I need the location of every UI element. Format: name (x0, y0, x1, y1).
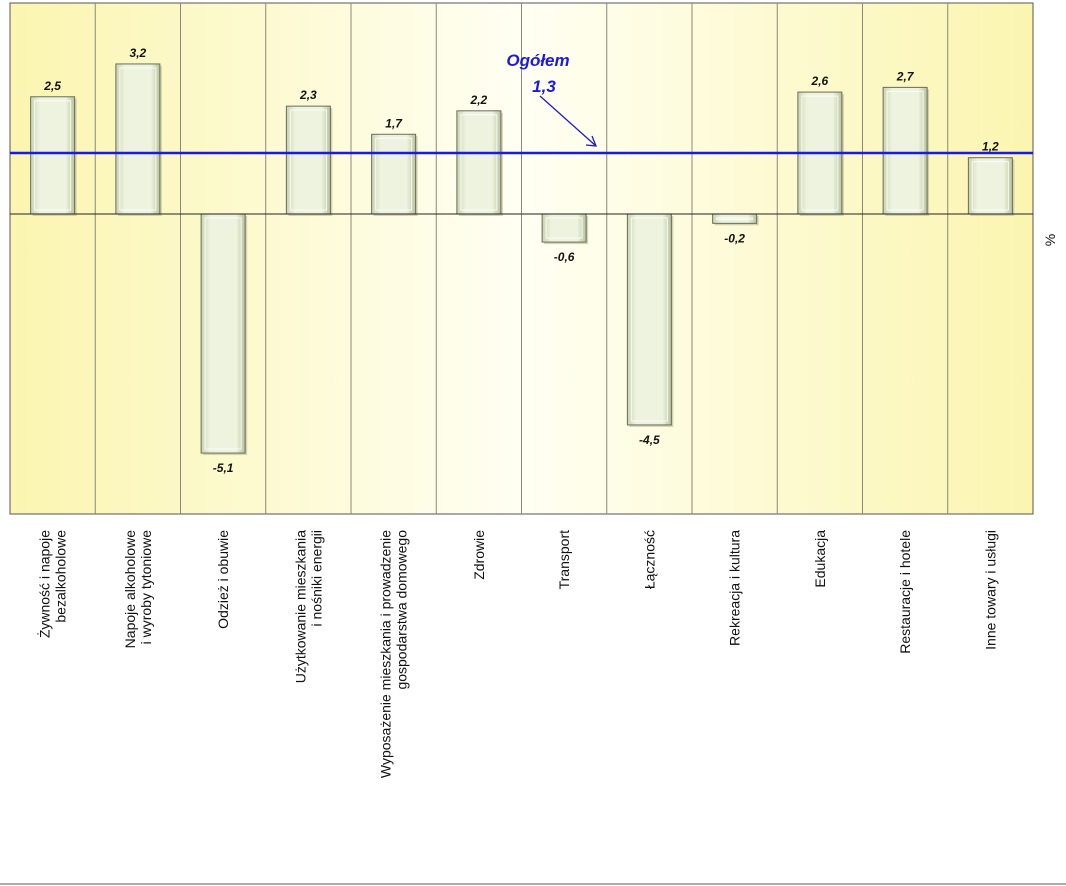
bar-bevel (971, 161, 1009, 211)
category-label: Transport (556, 530, 572, 590)
value-label: 3,2 (130, 46, 147, 60)
category-label: Wyposażenie mieszkania i prowadzeniegosp… (378, 530, 410, 778)
bar-bevel (375, 137, 413, 211)
bar (200, 213, 248, 456)
reference-value: 1,3 (532, 77, 556, 96)
category-label: Użytkowanie mieszkaniai nośniki energii (292, 530, 324, 683)
annotation-arrow (539, 95, 597, 147)
bar-body (541, 213, 587, 243)
bar-bevel (289, 109, 327, 211)
bar (115, 63, 162, 216)
bar-bevel (545, 217, 583, 239)
y-axis-label: % (1042, 234, 1058, 246)
value-label: 2,7 (896, 69, 915, 83)
bar (626, 213, 674, 427)
category-label: Inne towary i usługi (982, 530, 998, 650)
bar-bevel (716, 217, 754, 220)
category-label: Edukacja (812, 530, 828, 588)
value-label: -5,1 (213, 461, 234, 475)
bar-body (371, 133, 417, 215)
bar-body (285, 105, 331, 215)
value-label: 1,7 (385, 116, 403, 130)
category-label: Rekreacja i kultura (727, 530, 743, 646)
category-label: Łączność (641, 530, 657, 589)
bar (285, 105, 333, 216)
bar-bevel (204, 217, 242, 450)
bar (30, 96, 77, 216)
bar-bevel (460, 114, 498, 211)
reference-label: Ogółem (506, 51, 569, 70)
arrowhead-icon (585, 135, 598, 147)
bar (882, 86, 930, 216)
bar-body (115, 63, 161, 215)
bar-body (882, 86, 928, 215)
bar-bevel (886, 90, 924, 211)
bar (371, 133, 418, 216)
bar-body (30, 96, 76, 215)
value-label: -4,5 (639, 433, 660, 447)
bar-body (967, 157, 1013, 215)
value-label: -0,6 (554, 250, 575, 264)
category-label: Restauracje i hotele (897, 530, 913, 654)
value-label: 2,6 (811, 74, 829, 88)
reference-annotation: Ogółem 1,3 (506, 51, 598, 147)
category-label: Odzież i obuwie (215, 530, 231, 629)
bar (541, 213, 589, 245)
category-label: Zdrowie (471, 530, 487, 580)
bar (456, 110, 503, 216)
bar-body (626, 213, 672, 426)
value-label: -0,2 (724, 231, 745, 245)
bar-body (200, 213, 246, 454)
bar-bevel (34, 100, 72, 211)
bar (967, 157, 1015, 216)
value-label: 2,2 (470, 93, 488, 107)
value-label: 1,2 (982, 140, 999, 154)
bar-bevel (119, 67, 157, 211)
value-label: 2,5 (43, 79, 61, 93)
category-label: Żywność i napojebezalkoholowe (36, 530, 69, 638)
bar-bevel (630, 217, 668, 422)
bar-body (456, 110, 502, 215)
category-label: Napoje alkoholowei wyroby tytoniowe (122, 530, 154, 649)
bar (712, 213, 759, 226)
value-label: 2,3 (299, 88, 317, 102)
bar-body (712, 213, 758, 224)
